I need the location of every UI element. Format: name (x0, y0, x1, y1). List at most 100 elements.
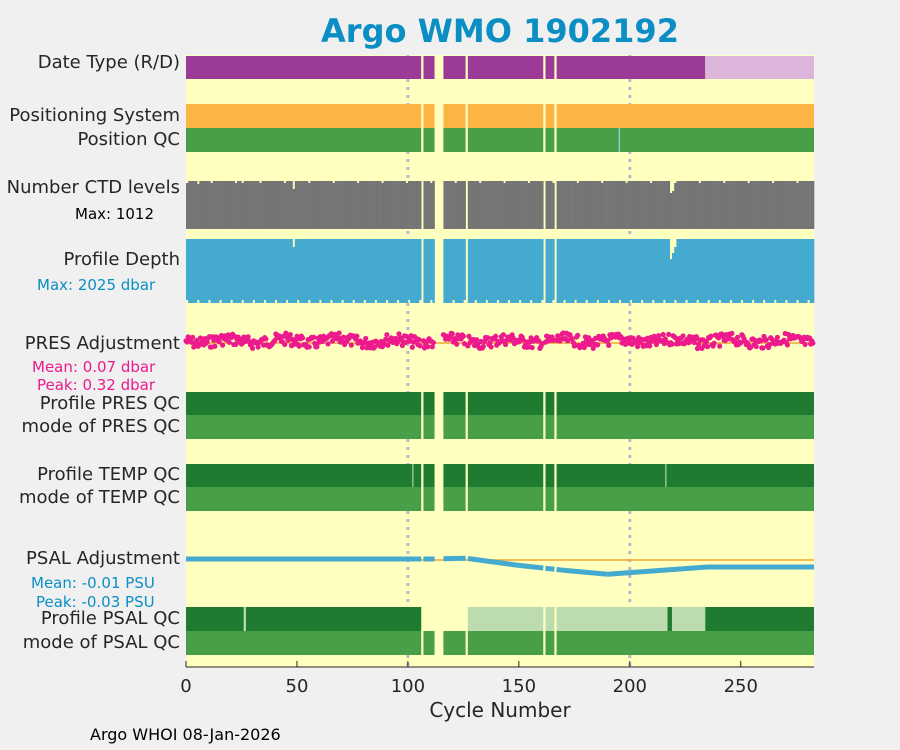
ctd-level-bar (472, 181, 475, 229)
x-axis-label: Cycle Number (429, 698, 571, 722)
profile-depth-bar (756, 239, 759, 303)
profile-depth-bar (716, 239, 719, 303)
flag-mark (618, 128, 620, 152)
ctd-level-bar (199, 181, 202, 229)
ctd-level-bar (771, 183, 775, 229)
ctd-level-bar (567, 181, 571, 229)
profile-depth-bar (452, 239, 455, 300)
ctd-level-bar (734, 181, 737, 229)
profile-depth-bar (587, 239, 591, 303)
profile-depth-bar (507, 239, 511, 300)
ctd-level-bar (343, 181, 347, 229)
profile-depth-bar (305, 239, 309, 303)
profile-depth-bar (794, 239, 797, 303)
pres-adjustment-point (653, 341, 660, 348)
ctd-level-bar (736, 181, 739, 229)
ctd-level-bar (365, 181, 369, 229)
profile-depth-bar (538, 239, 542, 303)
profile-depth-bar (523, 239, 526, 303)
profile-depth-bar (427, 239, 431, 303)
profile-depth-bar (505, 239, 509, 303)
profile-depth-bar (685, 239, 688, 300)
ctd-level-bar (219, 181, 222, 229)
x-tick-label: 50 (286, 676, 309, 697)
ctd-level-bar (698, 183, 702, 229)
position-qc-bar (186, 128, 422, 152)
profile-depth-bar (658, 239, 662, 303)
profile-depth-bar (219, 239, 222, 300)
profile-depth-bar (332, 239, 335, 303)
ctd-level-bar (210, 183, 213, 229)
profile-depth-bar (188, 239, 191, 303)
pres-peak-label: Peak: 0.32 dbar (37, 376, 156, 394)
profile-psal-qc-bar (556, 607, 668, 631)
profile-depth-bar (809, 239, 813, 303)
ctd-level-bar (674, 183, 677, 229)
ctd-level-bar (212, 181, 216, 229)
profile-depth-bar (328, 239, 331, 303)
ctd-level-bar (643, 181, 646, 229)
mode-temp-qc-bar (545, 487, 555, 511)
profile-depth-bar (197, 239, 200, 300)
ctd-level-bar (594, 181, 597, 229)
ctd-level-bar (498, 181, 502, 229)
profile-depth-bar (656, 239, 659, 303)
ctd-level-bar (563, 181, 566, 229)
profile-depth-bar (210, 239, 213, 303)
pres-adjustment-point (715, 335, 722, 341)
profile-depth-bar (212, 239, 216, 303)
ctd-level-bar (614, 181, 617, 229)
ctd-level-bar (332, 183, 335, 229)
profile-depth-bar (805, 239, 808, 303)
ctd-level-bar (257, 181, 260, 229)
profile-depth-bar (494, 239, 497, 303)
profile-depth-bar (778, 239, 782, 303)
profile-depth-bar (734, 239, 737, 303)
ctd-level-bar (474, 181, 477, 229)
profile-depth-bar (419, 239, 422, 300)
ctd-level-bar (634, 181, 637, 229)
profile-depth-bar (576, 239, 580, 303)
profile-depth-bar (228, 239, 231, 303)
ctd-level-bar (259, 183, 262, 229)
ctd-level-bar (416, 181, 420, 229)
positioning-system-bar (467, 104, 544, 128)
pres-adjustment-point (359, 344, 366, 351)
positioning-system-bar (423, 104, 435, 128)
ctd-level-bar (354, 181, 358, 229)
mode-temp-qc-bar (443, 487, 466, 511)
pres-adjustment-point (336, 330, 342, 336)
label-mode-pres-qc: mode of PRES QC (21, 416, 180, 437)
ctd-level-bar (636, 181, 639, 229)
ctd-level-bar (265, 181, 269, 229)
profile-depth-bar (534, 239, 537, 303)
ctd-level-bar (740, 181, 744, 229)
ctd-level-bar (316, 181, 320, 229)
pres-adjustment-point (763, 337, 769, 343)
pres-adjustment-point (711, 340, 717, 346)
profile-depth-bar (385, 239, 389, 300)
pres-adjustment-point (774, 334, 780, 340)
profile-depth-bar (481, 239, 484, 303)
profile-depth-bar (265, 239, 269, 303)
mode-temp-qc-bar (556, 487, 814, 511)
pres-adjustment-point (363, 335, 369, 342)
ctd-level-bar (305, 181, 309, 229)
ctd-level-bar (689, 181, 693, 229)
x-tick-label: 0 (180, 676, 191, 697)
profile-depth-bar (396, 239, 400, 300)
ctd-level-bar (190, 181, 193, 229)
profile-depth-bar (239, 239, 242, 303)
ctd-level-bar (558, 181, 562, 229)
ctd-level-bar (762, 181, 766, 229)
ctd-level-bar (443, 181, 446, 229)
x-tick-label: 200 (613, 676, 647, 697)
profile-depth-bar (367, 239, 371, 303)
mode-pres-qc-bar (467, 415, 544, 439)
profile-psal-qc-bar (467, 607, 544, 631)
label-mode-temp-qc: mode of TEMP QC (18, 487, 180, 508)
ctd-level-bar (483, 181, 486, 229)
profile-depth-bar (221, 239, 225, 303)
position-qc-bar (423, 128, 435, 152)
ctd-level-bar (425, 181, 429, 229)
